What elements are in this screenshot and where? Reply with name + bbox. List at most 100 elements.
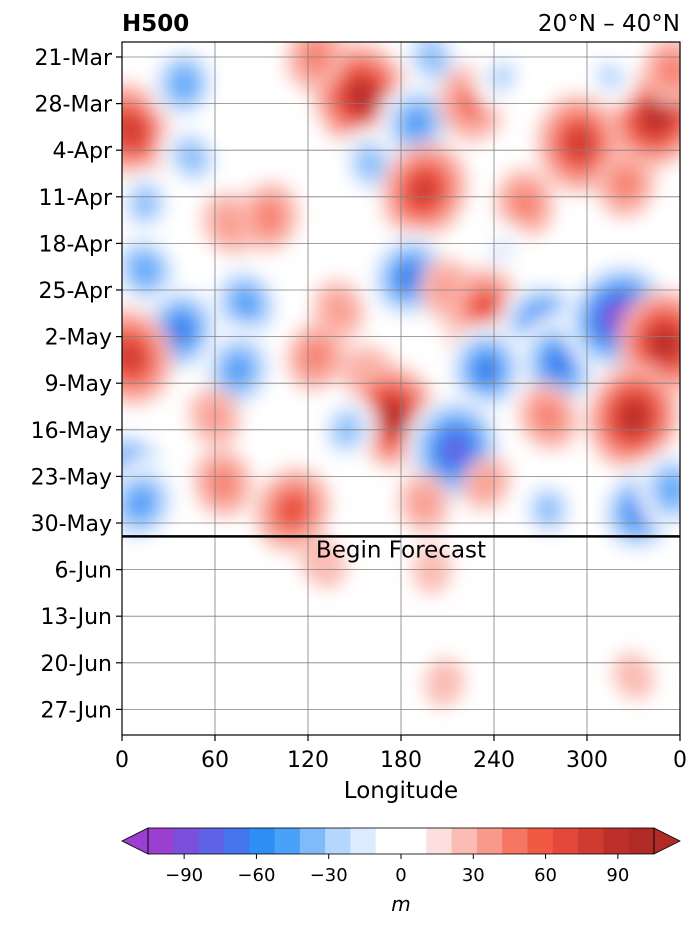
y-tick-label: 27-Jun	[40, 698, 112, 723]
colorbar-swatch	[223, 828, 250, 854]
anomaly-blob	[473, 45, 531, 109]
anomaly-blob	[445, 322, 527, 418]
anomaly-blob	[199, 324, 278, 415]
anomaly-contour	[610, 308, 626, 325]
colorbar-tick-label: −90	[165, 865, 203, 886]
colorbar-swatch	[299, 828, 326, 854]
y-tick-label: 9-May	[45, 372, 112, 397]
colorbar-swatch	[451, 828, 478, 854]
colorbar-tick-label: 60	[534, 865, 557, 886]
anomaly-blob	[208, 261, 284, 346]
anomaly-contour	[180, 145, 203, 169]
anomaly-contour	[283, 499, 302, 521]
y-tick-label: 13-Jun	[40, 605, 112, 630]
anomaly-contour	[136, 260, 155, 280]
anomaly-contour	[326, 294, 352, 326]
colorbar-swatch	[148, 828, 174, 854]
begin-forecast-label: Begin Forecast	[316, 537, 486, 563]
anomaly-contour	[236, 292, 256, 314]
anomaly-blob	[300, 537, 347, 588]
anomaly-blob	[552, 559, 591, 606]
colorbar-swatch	[426, 828, 453, 854]
anomaly-contour	[406, 112, 427, 135]
anomaly-contour	[663, 479, 680, 501]
y-tick-label: 20-Jun	[40, 652, 112, 677]
anomaly-contour	[130, 491, 151, 515]
x-axis: 0 60 120 180 240 300 0	[115, 735, 687, 773]
colorbar-swatch	[628, 828, 655, 854]
colorbar-swatch	[350, 828, 377, 854]
anomaly-contour	[135, 191, 155, 216]
anomaly-blob	[122, 82, 175, 178]
x-tick-label: 180	[380, 748, 422, 773]
anomaly-blob	[424, 658, 465, 707]
anomaly-contour	[175, 73, 193, 94]
anomaly-contour	[625, 407, 642, 426]
x-tick-label: 0	[115, 748, 129, 773]
anomaly-contour	[446, 440, 464, 460]
colorbar-tick-label: 90	[606, 865, 629, 886]
anomaly-contour	[538, 405, 559, 428]
colorbar-swatch	[249, 828, 276, 854]
anomaly-blob	[159, 121, 225, 193]
anomaly-contour	[596, 62, 624, 92]
y-tick-label: 4-Apr	[52, 139, 112, 164]
x-tick-label: 0	[673, 748, 687, 773]
x-tick-label: 240	[473, 748, 515, 773]
colorbar-tick-label: 0	[395, 865, 406, 886]
anomaly-blob	[637, 448, 680, 531]
y-tick-label: 23-May	[31, 465, 112, 490]
y-axis: 21-Mar 28-Mar 4-Apr 11-Apr 18-Apr 25-Apr 2-May…	[31, 46, 122, 723]
chart-title-left: H500	[122, 11, 189, 37]
anomaly-contour	[359, 151, 381, 176]
anomaly-contour	[411, 487, 438, 519]
anomaly-blob	[612, 652, 655, 700]
y-tick-label: 2-May	[45, 326, 112, 351]
colorbar-tick-label: −30	[310, 865, 348, 886]
y-tick-label: 18-Apr	[38, 232, 112, 257]
colorbar-over-arrow	[653, 827, 681, 855]
anomaly-contour	[538, 498, 558, 522]
colorbar-swatch	[527, 828, 554, 854]
anomaly-contour	[616, 171, 636, 196]
anomaly-contour	[477, 299, 496, 321]
y-tick-label: 25-Apr	[38, 279, 112, 304]
anomaly-contour	[122, 120, 139, 140]
anomaly-blob	[596, 148, 655, 219]
anomaly-blob	[586, 363, 680, 470]
x-tick-label: 120	[287, 748, 329, 773]
colorbar-swatch	[552, 828, 579, 854]
anomaly-contour	[424, 658, 465, 707]
anomaly-contour	[552, 559, 591, 606]
anomaly-blob	[149, 42, 219, 125]
y-tick-label: 21-Mar	[35, 46, 113, 71]
anomaly-field	[122, 42, 680, 707]
anomaly-contour	[259, 205, 280, 229]
anomaly-contour	[354, 87, 371, 107]
anomaly-contour	[656, 334, 673, 353]
anomaly-blob	[519, 474, 578, 545]
anomaly-blob	[643, 42, 680, 106]
anomaly-blob	[583, 47, 638, 107]
colorbar-swatch	[375, 828, 402, 854]
plot-area: Begin Forecast	[121, 41, 681, 736]
anomaly-blob	[122, 168, 175, 239]
anomaly-contour	[400, 267, 418, 287]
anomaly-blob	[122, 307, 174, 406]
anomaly-contour	[570, 133, 588, 154]
anomaly-blob	[495, 168, 555, 239]
anomaly-contour	[385, 407, 402, 426]
anomaly-blob	[313, 279, 365, 341]
grid-lines	[121, 42, 681, 735]
anomaly-contour	[648, 108, 665, 126]
anomaly-contour	[212, 471, 233, 495]
anomaly-blob	[122, 458, 181, 548]
colorbar-swatch	[198, 828, 225, 854]
chart-title-right: 20°N – 40°N	[538, 11, 680, 37]
x-tick-label: 300	[566, 748, 608, 773]
y-tick-label: 16-May	[31, 419, 112, 444]
anomaly-contour	[305, 345, 326, 369]
anomaly-contour	[478, 360, 495, 380]
colorbar-swatch	[325, 828, 351, 854]
